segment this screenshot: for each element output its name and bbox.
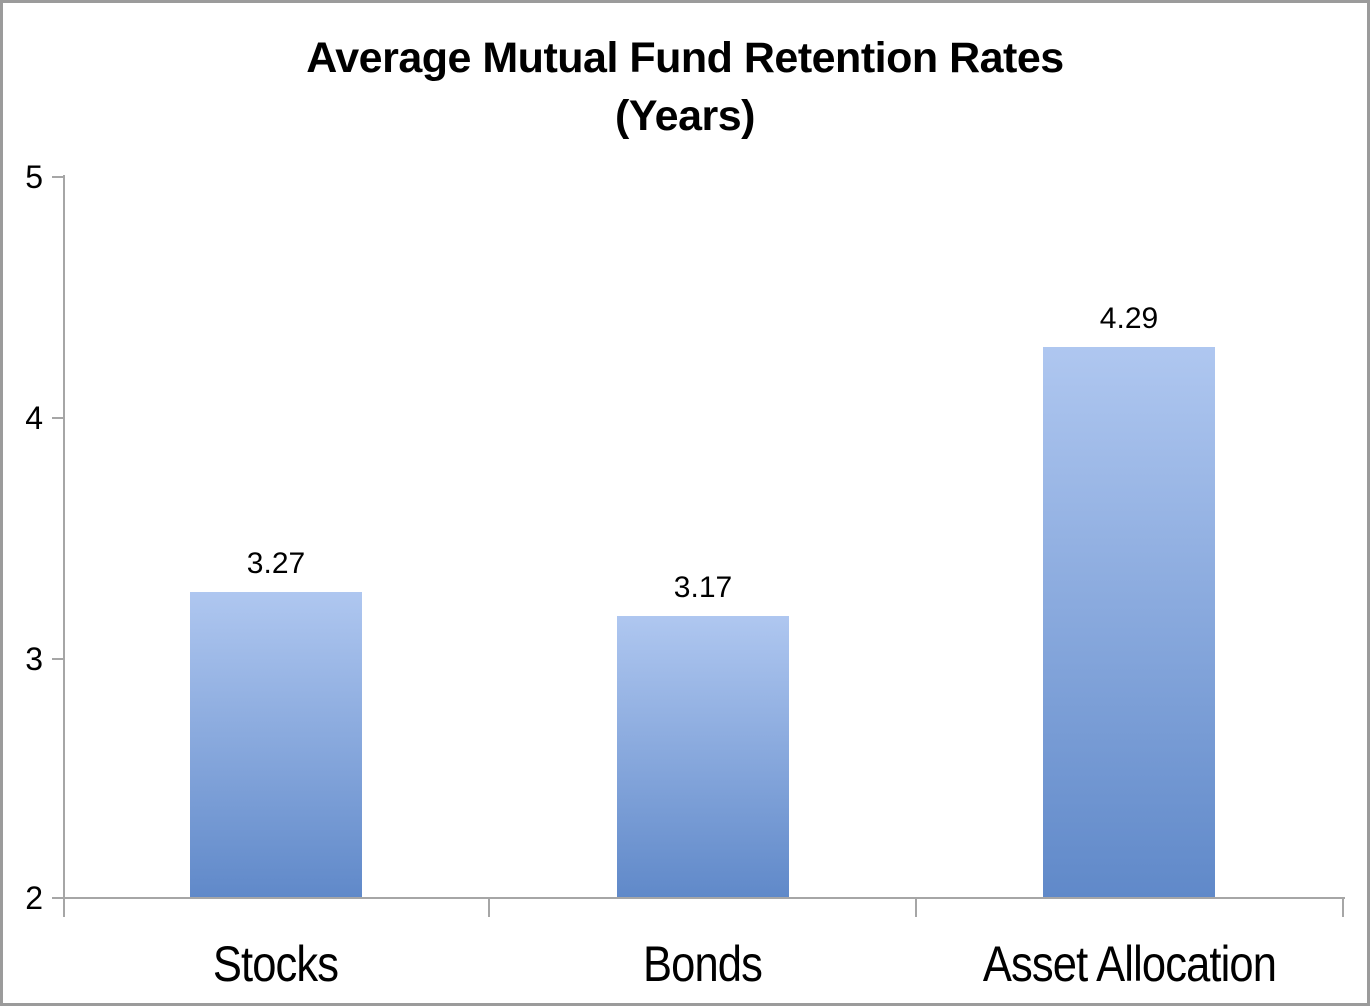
y-axis-line [63,175,65,917]
y-axis-tick-label: 3 [25,641,43,677]
y-axis-tick [52,417,64,419]
y-axis-tick-label: 2 [25,880,43,916]
bar-asset-allocation [1043,347,1215,897]
category-label-bonds: Bonds [643,936,763,992]
x-axis-line [63,897,1345,899]
chart-title-line-2: (Years) [615,92,755,140]
y-axis-tick-label: 5 [25,159,43,195]
chart-title: Average Mutual Fund Retention Rates (Yea… [3,29,1367,145]
x-axis-tick [1342,899,1344,917]
y-axis-tick [52,176,64,178]
y-axis-tick [52,897,64,899]
chart-title-line-1: Average Mutual Fund Retention Rates [306,34,1064,82]
x-axis-tick [915,899,917,917]
bar-bonds [617,616,789,897]
bar-value-label-stocks: 3.27 [246,547,306,580]
bar-stocks [190,592,362,897]
category-label-asset-allocation: Asset Allocation [982,936,1277,992]
category-label-stocks: Stocks [212,936,339,992]
bar-value-label-bonds: 3.17 [673,571,733,604]
y-axis-tick [52,658,64,660]
x-axis-tick [488,899,490,917]
bar-value-label-asset-allocation: 4.29 [1099,302,1159,335]
y-axis-tick-label: 4 [25,400,43,436]
